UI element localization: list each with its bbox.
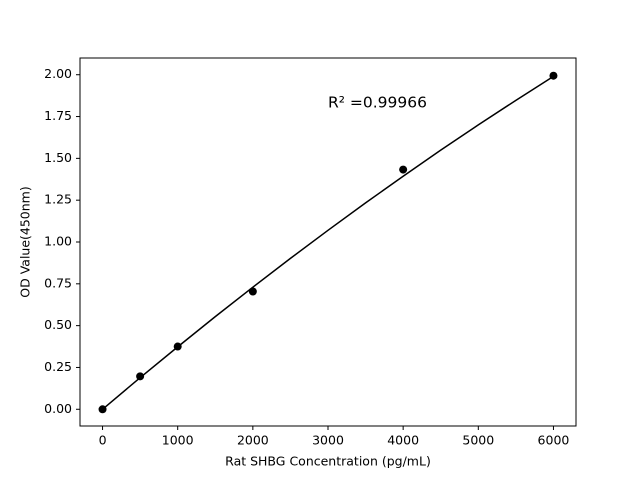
data-point <box>173 342 182 351</box>
y-axis-label: OD Value(450nm) <box>18 186 33 297</box>
y-tick-label: 1.50 <box>44 150 72 165</box>
data-point <box>549 71 558 80</box>
x-tick-label: 6000 <box>538 433 570 448</box>
annotation: R² =0.99966 <box>328 94 427 112</box>
x-tick-label: 2000 <box>237 433 269 448</box>
y-tick-label: 0.50 <box>44 317 72 332</box>
y-tick-label: 0.25 <box>44 359 72 374</box>
data-point <box>98 405 107 414</box>
x-tick-label: 0 <box>99 433 107 448</box>
y-tick-label: 1.25 <box>44 192 72 207</box>
plot-frame <box>79 57 577 427</box>
y-tick-label: 2.00 <box>44 66 72 81</box>
x-tick-label: 1000 <box>162 433 194 448</box>
y-tick-label: 1.75 <box>44 108 72 123</box>
data-point <box>136 372 145 381</box>
data-point <box>399 165 408 174</box>
data-point <box>248 287 257 296</box>
x-axis-label: Rat SHBG Concentration (pg/mL) <box>225 454 431 469</box>
y-tick-label: 1.00 <box>44 234 72 249</box>
x-tick-label: 3000 <box>312 433 344 448</box>
x-tick-label: 4000 <box>387 433 419 448</box>
y-tick-label: 0.00 <box>44 401 72 416</box>
x-tick-label: 5000 <box>462 433 494 448</box>
fit-curve <box>102 75 554 410</box>
y-tick-label: 0.75 <box>44 275 72 290</box>
